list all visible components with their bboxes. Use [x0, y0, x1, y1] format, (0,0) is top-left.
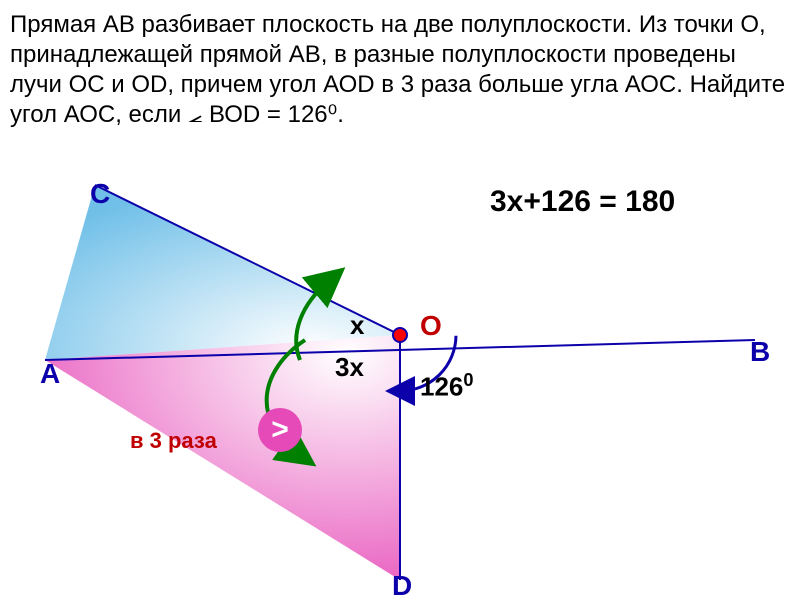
label-B: В [750, 336, 770, 368]
diagram-svg [0, 160, 800, 600]
ratio-text: в 3 раза [130, 428, 217, 454]
label-C: С [90, 178, 110, 210]
greater-than-icon: > [271, 413, 289, 447]
label-A: А [40, 358, 60, 390]
label-D: D [392, 570, 412, 602]
problem-text-content: Прямая АВ разбивает плоскость на две пол… [10, 11, 785, 128]
problem-statement: Прямая АВ разбивает плоскость на две пол… [10, 10, 790, 130]
greater-than-badge: > [258, 408, 302, 452]
geometry-diagram: А В С D О х 3х 1260 в 3 раза > [0, 160, 800, 600]
label-x: х [350, 310, 364, 341]
label-3x: 3х [335, 352, 364, 383]
label-126: 1260 [420, 370, 474, 403]
label-O: О [420, 310, 442, 342]
